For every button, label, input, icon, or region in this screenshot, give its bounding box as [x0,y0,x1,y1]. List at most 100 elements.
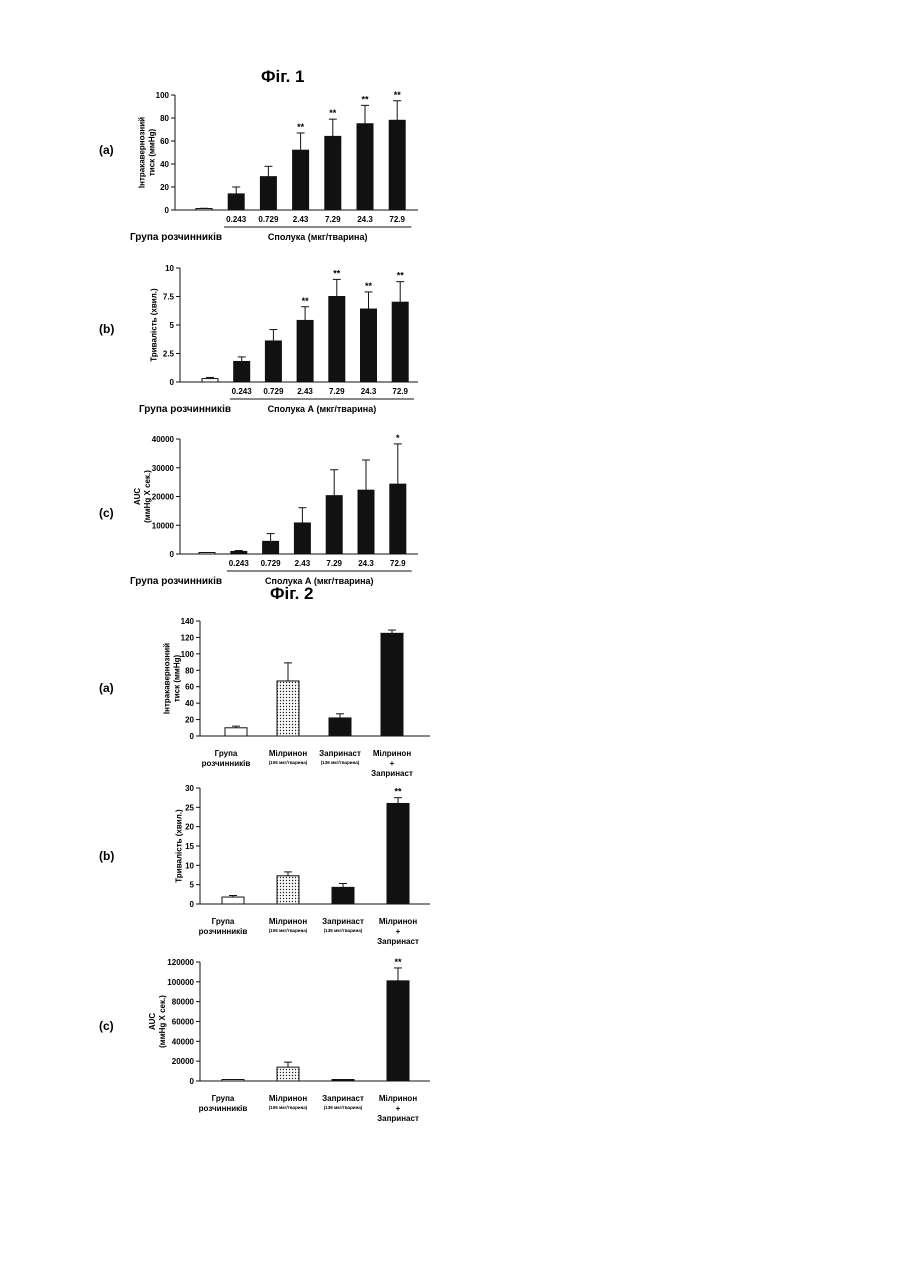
y-tick-label: 5 [170,321,175,330]
y-tick-label: 0 [190,732,195,741]
bar [325,136,341,210]
compound-axis-label: Сполука А (мкг/тварина) [265,576,374,586]
x-category-label: Запринаст(136 мкг/тварина) [322,1094,364,1110]
y-tick-label: 120 [181,633,195,642]
y-tick-label: 120000 [167,958,194,967]
x-category-line: Запринаст [319,749,361,758]
x-tick-label: 72.9 [392,387,408,396]
x-category-sublabel: (136 мкг/тварина) [321,760,360,765]
bar [357,124,373,210]
y-tick-label: 30 [185,784,194,793]
compound-axis-label: Сполука (мкг/тварина) [268,232,368,242]
x-category-line: + [390,759,395,768]
x-category-line: Запринаст [377,937,419,946]
y-tick-label: 7.5 [163,293,175,302]
bar [329,718,351,736]
bar [263,541,279,554]
x-tick-label: 0.243 [229,559,250,568]
bar [387,981,409,1081]
x-category-line: розчинників [199,1104,248,1113]
bar [329,297,345,383]
x-category-line: Мілринон [379,1094,417,1103]
bar [387,803,409,904]
y-axis-label: AUC(ммHg X сек.) [133,470,152,523]
x-category-label: Мілринон(106 мкг/тварина) [269,749,308,765]
x-tick-label: 0.729 [263,387,284,396]
x-category-sublabel: (106 мкг/тварина) [269,1105,308,1110]
y-axis-label: AUC(ммHg X сек.) [148,995,167,1048]
y-tick-label: 20000 [172,1057,195,1066]
y-axis-label-line: Інтракавернозний [138,117,147,188]
x-category-line: Мілринон [379,917,417,926]
bar [332,887,354,904]
x-tick-label: 0.729 [258,215,279,224]
x-tick-label: 72.9 [390,559,406,568]
x-category-line: Мілринон [269,917,307,926]
y-tick-label: 25 [185,803,194,812]
x-category-line: Мілринон [269,1094,307,1103]
x-category-line: Група [212,1094,235,1103]
y-tick-label: 2.5 [163,350,175,359]
fig1-panel-a: (a)020406080100Інтракавернознийтиск (ммH… [99,90,418,243]
bar [265,341,281,382]
bar [358,490,374,554]
y-tick-label: 100000 [167,978,194,987]
bar [390,484,406,554]
bar [260,177,276,210]
y-tick-label: 30000 [152,464,175,473]
x-category-label: Групарозчинників [199,1094,248,1113]
significance-marker: ** [394,957,402,967]
y-tick-label: 20 [185,716,194,725]
y-axis-label-line: Тривалість (хвил.) [150,288,159,362]
x-tick-label: 7.29 [329,387,345,396]
panel-letter: (b) [99,849,114,863]
figure-1-title: Фіг. 1 [261,67,305,86]
y-axis-label: Інтракавернознийтиск (ммHg) [163,643,182,714]
figure-2-title: Фіг. 2 [270,584,314,603]
x-category-line: розчинників [202,759,251,768]
x-tick-label: 7.29 [325,215,341,224]
x-category-line: Запринаст [377,1114,419,1123]
significance-marker: * [396,433,400,443]
x-category-label: Мілринон(106 мкг/тварина) [269,917,308,933]
y-tick-label: 60 [185,683,194,692]
panel-letter: (a) [99,681,114,695]
x-category-line: + [396,1104,401,1113]
bar [361,309,377,382]
bar [228,194,244,210]
x-tick-label: 2.43 [297,387,313,396]
x-tick-label: 24.3 [358,559,374,568]
y-tick-label: 80 [160,114,169,123]
x-category-line: Запринаст [322,917,364,926]
y-tick-label: 0 [170,378,175,387]
fig2-panel-b: (b)051015202530Тривалість (хвил.)**Група… [99,784,430,946]
panel-letter: (b) [99,322,114,336]
significance-marker: ** [394,787,402,797]
y-tick-label: 20 [185,823,194,832]
y-tick-label: 10 [165,264,174,273]
y-tick-label: 60 [160,137,169,146]
bar [222,897,244,904]
y-tick-label: 100 [156,91,170,100]
y-tick-label: 0 [165,206,170,215]
y-axis-label-line: тиск (ммHg) [173,654,182,702]
bar [392,302,408,382]
y-tick-label: 80000 [172,998,195,1007]
y-tick-label: 0 [190,1077,195,1086]
x-category-line: розчинників [199,927,248,936]
bar [231,551,247,554]
y-tick-label: 20 [160,183,169,192]
x-tick-label: 0.243 [232,387,253,396]
fig2-panel-a: (a)020406080100120140Інтракавернознийтис… [99,617,430,778]
bar [389,120,405,210]
y-tick-label: 0 [190,900,195,909]
significance-marker: ** [329,108,337,118]
y-tick-label: 40 [160,160,169,169]
fig1-panel-b: (b)02.557.510Тривалість (хвил.)********0… [99,264,418,415]
x-tick-label: 0.729 [261,559,282,568]
bar [277,681,299,736]
y-tick-label: 60000 [172,1018,195,1027]
significance-marker: ** [297,122,305,132]
fig2-panel-c: (c)020000400006000080000100000120000AUC(… [99,957,430,1123]
